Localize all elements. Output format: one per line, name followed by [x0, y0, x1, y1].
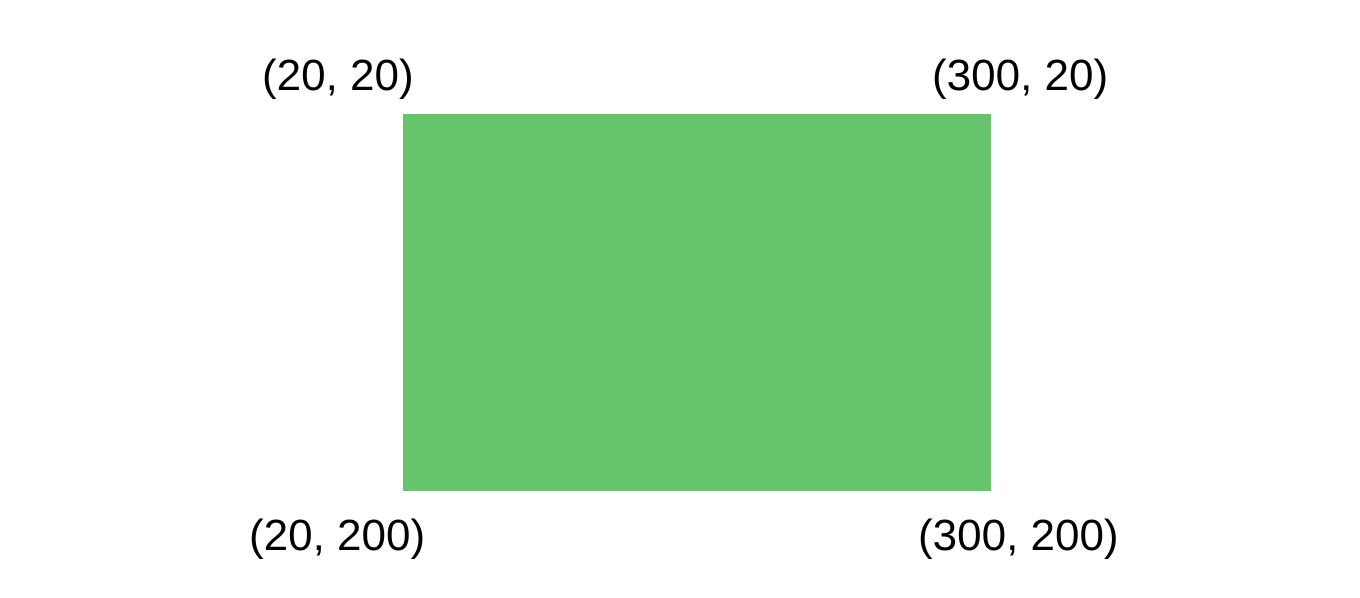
- green-rectangle: [403, 114, 991, 491]
- top-left-corner-label: (20, 20): [262, 51, 414, 100]
- bottom-left-corner-label: (20, 200): [249, 511, 426, 560]
- top-right-corner-label: (300, 20): [932, 51, 1109, 100]
- bottom-right-corner-label: (300, 200): [918, 511, 1119, 560]
